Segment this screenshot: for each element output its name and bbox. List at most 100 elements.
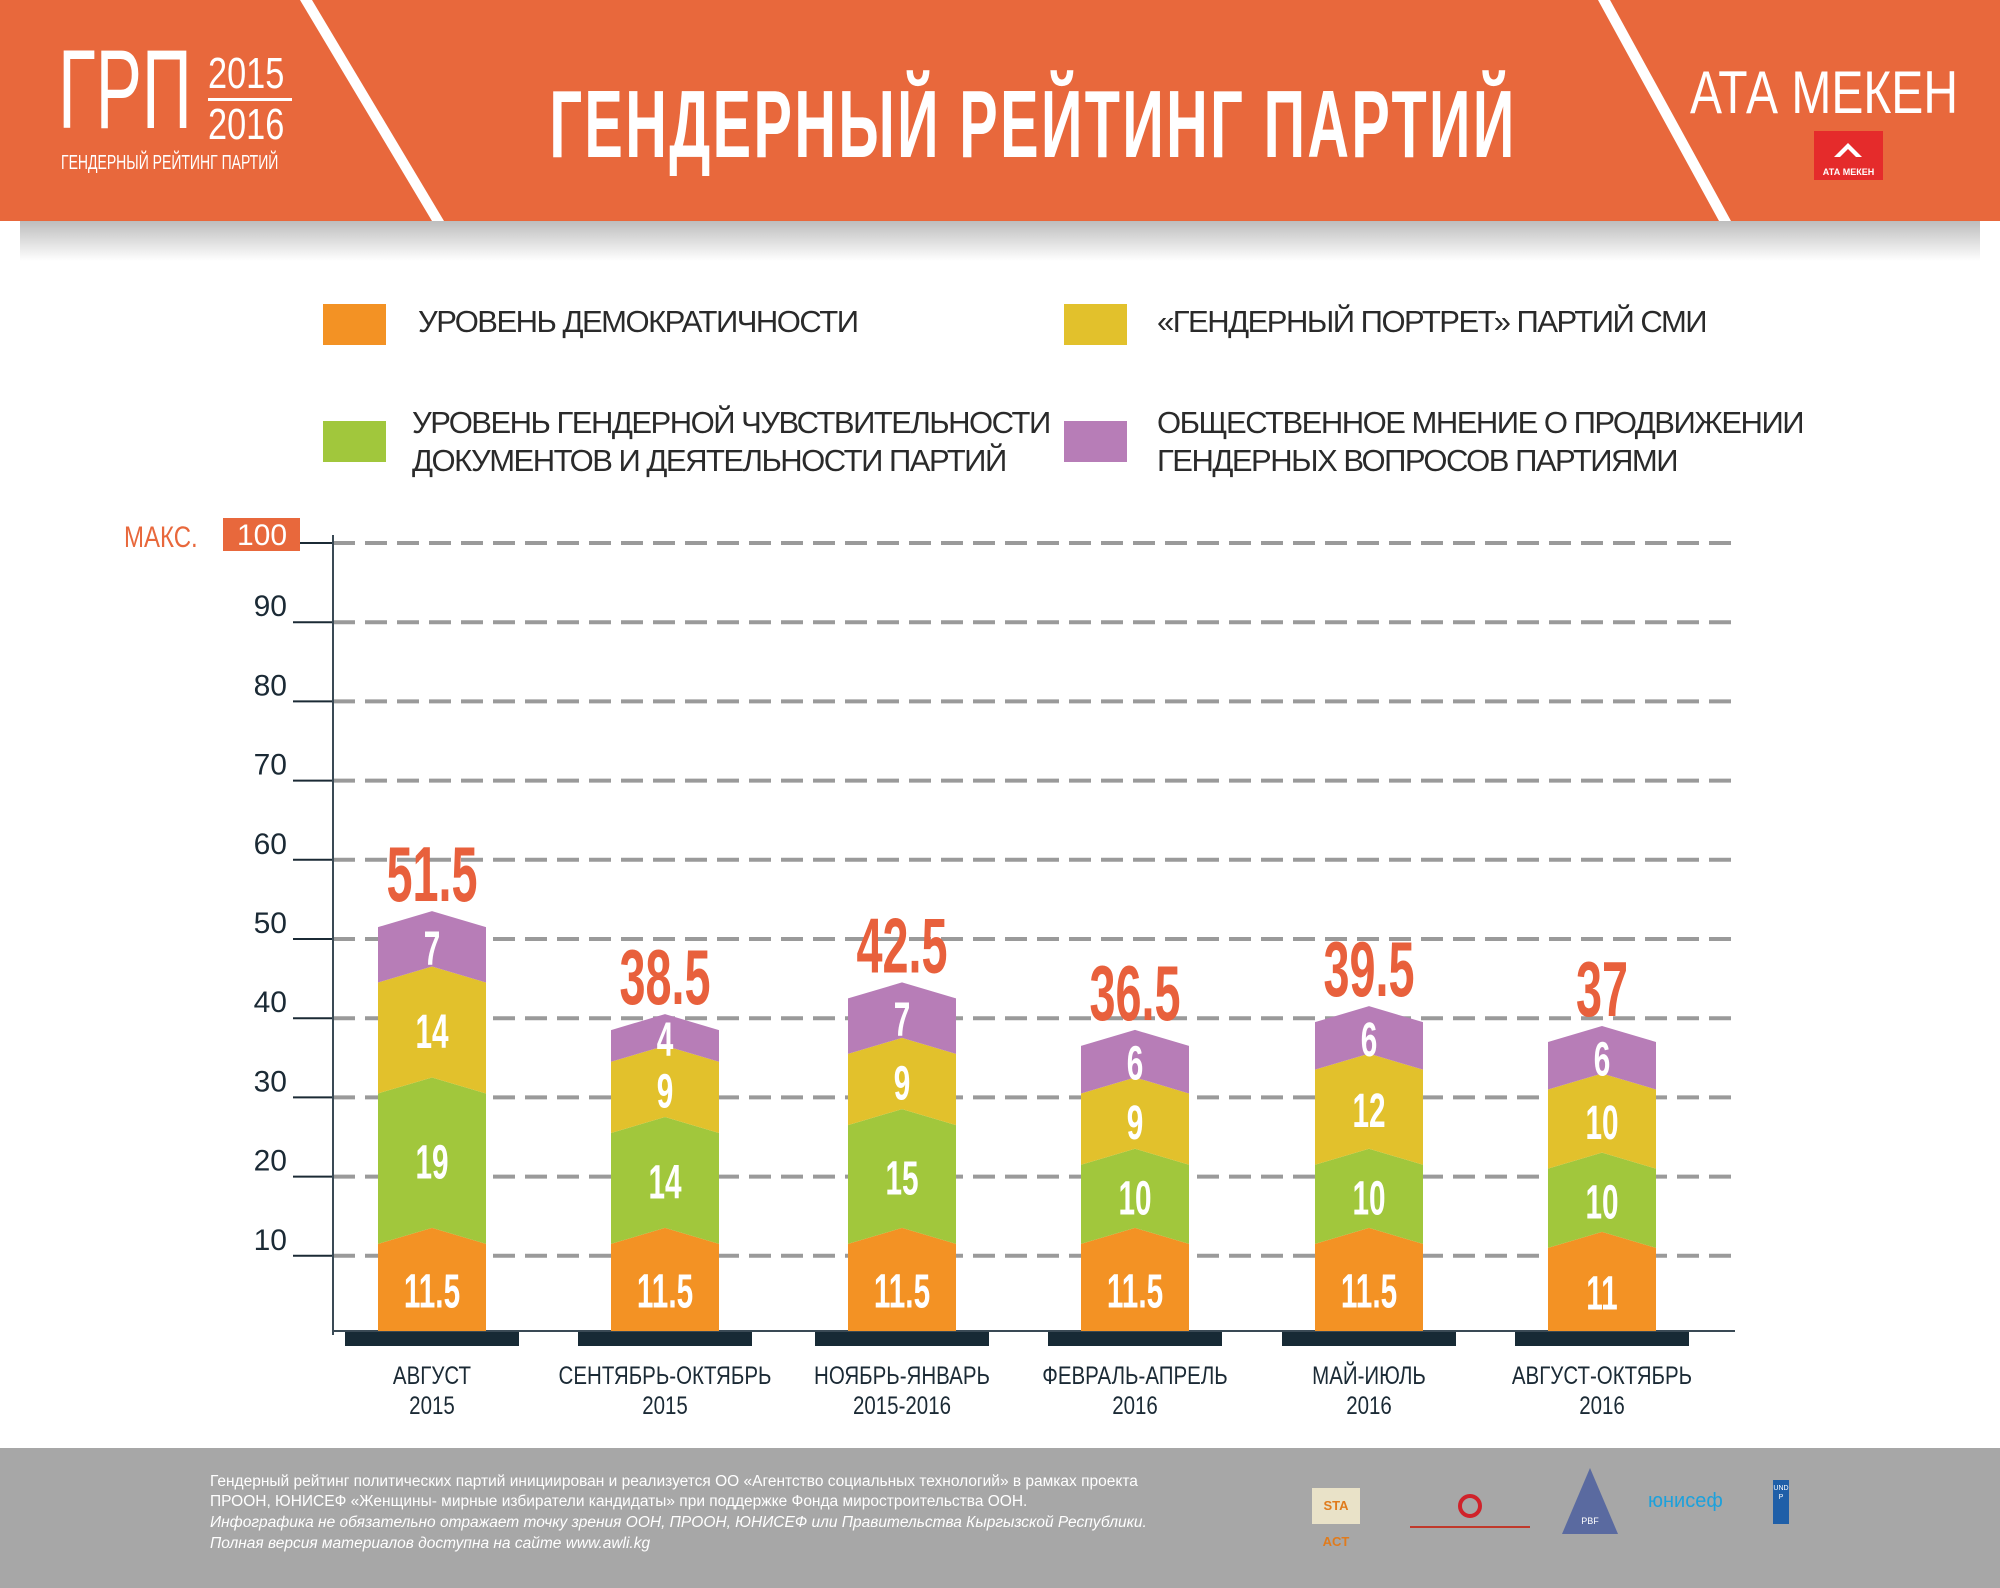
x-tick-label-year: 2015 bbox=[409, 1391, 455, 1419]
bar-segment bbox=[1081, 1148, 1189, 1244]
mountain-icon bbox=[1834, 143, 1862, 157]
legend-label-sensitivity: УРОВЕНЬ ГЕНДЕРНОЙ ЧУВСТВИТЕЛЬНОСТИ ДОКУМ… bbox=[412, 405, 1051, 478]
bar-segment bbox=[1081, 1227, 1189, 1331]
awli-logo bbox=[1410, 1494, 1530, 1528]
legend-swatch-media bbox=[1064, 304, 1127, 345]
stacked-bar-chart: 102030405060708090100МАКС.11.51914751.5А… bbox=[124, 518, 1735, 1419]
bar-segment bbox=[611, 1227, 719, 1331]
segment-label: 10 bbox=[1352, 1172, 1385, 1225]
y-tick-label: 80 bbox=[254, 669, 287, 702]
total-label: 51.5 bbox=[386, 831, 477, 918]
logo-abbreviation: ГРП bbox=[58, 27, 192, 152]
bar-segment bbox=[848, 1109, 956, 1244]
bar-base bbox=[1282, 1332, 1456, 1346]
legend-label-democracy: УРОВЕНЬ ДЕМОКРАТИЧНОСТИ bbox=[418, 304, 859, 339]
logo-subtitle: ГЕНДЕРНЫЙ РЕЙТИНГ ПАРТИЙ bbox=[61, 152, 279, 174]
bar-segment bbox=[611, 1014, 719, 1062]
bar-segment bbox=[1548, 1025, 1656, 1090]
bar-segment bbox=[378, 966, 486, 1094]
bar-segment bbox=[1548, 1231, 1656, 1331]
bar-segment bbox=[848, 982, 956, 1054]
segment-label: 11 bbox=[1586, 1267, 1617, 1320]
y-tick-label: 40 bbox=[254, 986, 287, 1019]
bar-segment bbox=[1315, 1053, 1423, 1165]
segment-label: 9 bbox=[1127, 1097, 1144, 1150]
bar-segment bbox=[378, 1077, 486, 1244]
x-tick-label: НОЯБРЬ-ЯНВАРЬ bbox=[814, 1361, 990, 1389]
segment-label: 14 bbox=[648, 1156, 681, 1209]
segment-label: 11.5 bbox=[1107, 1265, 1163, 1318]
bar-base bbox=[1515, 1332, 1689, 1346]
bar-segment bbox=[1548, 1073, 1656, 1169]
bar-base bbox=[1048, 1332, 1222, 1346]
segment-label: 7 bbox=[894, 994, 911, 1047]
bar-segment bbox=[1315, 1227, 1423, 1331]
bar-segment bbox=[848, 1227, 956, 1331]
legend-swatch-opinion bbox=[1064, 421, 1127, 462]
segment-label: 4 bbox=[657, 1014, 674, 1067]
y-tick-label: 60 bbox=[254, 828, 287, 861]
footer-text-line1: Гендерный рейтинг политических партий ин… bbox=[210, 1473, 1138, 1490]
header-banner: ГРП 2015 2016 ГЕНДЕРНЫЙ РЕЙТИНГ ПАРТИЙ Г… bbox=[0, 0, 2000, 221]
total-label: 37 bbox=[1576, 946, 1628, 1033]
footer-website: Полная версия материалов доступна на сай… bbox=[210, 1535, 651, 1552]
party-name: АТА МЕКЕН bbox=[1690, 59, 1958, 126]
bar-base bbox=[345, 1332, 519, 1346]
y-tick-label: 90 bbox=[254, 590, 287, 623]
x-tick-label: СЕНТЯБРЬ-ОКТЯБРЬ bbox=[559, 1361, 772, 1389]
x-tick-label-year: 2015-2016 bbox=[853, 1391, 951, 1419]
y-tick-label: 100 bbox=[237, 519, 287, 552]
y-tick-label: 30 bbox=[254, 1065, 287, 1098]
total-label: 36.5 bbox=[1089, 950, 1180, 1037]
bar-segment bbox=[1315, 1148, 1423, 1244]
y-tick-label: 50 bbox=[254, 907, 287, 940]
legend-swatch-sensitivity bbox=[323, 421, 386, 462]
bar-segment bbox=[611, 1117, 719, 1244]
segment-label: 9 bbox=[657, 1065, 674, 1118]
segment-label: 9 bbox=[894, 1057, 911, 1110]
x-tick-label: АВГУСТ bbox=[393, 1361, 471, 1389]
bar-base bbox=[815, 1332, 989, 1346]
segment-label: 15 bbox=[885, 1152, 918, 1205]
logo-year-bottom: 2016 bbox=[208, 100, 285, 149]
header-shadow bbox=[20, 221, 1980, 261]
x-tick-label-year: 2016 bbox=[1346, 1391, 1392, 1419]
legend-swatch-democracy bbox=[323, 304, 386, 345]
svg-text:PBF: PBF bbox=[1581, 1516, 1599, 1526]
footer-disclaimer: Инфографика не обязательно отражает точк… bbox=[210, 1514, 1147, 1531]
max-label: МАКС. bbox=[124, 519, 198, 553]
y-tick-label: 10 bbox=[254, 1224, 287, 1257]
x-tick-label: АВГУСТ-ОКТЯБРЬ bbox=[1512, 1361, 1692, 1389]
header-stripes bbox=[300, 0, 1731, 221]
y-tick-label: 20 bbox=[254, 1145, 287, 1178]
party-logo: АТА МЕКЕН bbox=[1814, 131, 1883, 180]
bar-segment bbox=[848, 1037, 956, 1126]
x-tick-label: ФЕВРАЛЬ-АПРЕЛЬ bbox=[1042, 1361, 1228, 1389]
sta-logo: STA ACT bbox=[1312, 1488, 1360, 1549]
bar-segment bbox=[378, 911, 486, 983]
x-tick-label-year: 2015 bbox=[642, 1391, 688, 1419]
unicef-logo: юнисеф bbox=[1648, 1490, 1723, 1512]
legend-label-media: «ГЕНДЕРНЫЙ ПОРТРЕТ» ПАРТИЙ СМИ bbox=[1157, 304, 1708, 339]
undp-logo: UNDP bbox=[1773, 1480, 1789, 1524]
segment-label: 11.5 bbox=[404, 1265, 460, 1318]
segment-label: 6 bbox=[1127, 1038, 1144, 1091]
pbf-logo: PBF bbox=[1562, 1468, 1618, 1534]
total-label: 42.5 bbox=[856, 902, 947, 989]
footer: Гендерный рейтинг политических партий ин… bbox=[0, 1448, 2000, 1588]
segment-label: 10 bbox=[1118, 1172, 1151, 1225]
segment-label: 11.5 bbox=[874, 1265, 930, 1318]
y-tick-label: 70 bbox=[254, 749, 287, 782]
max-value-box bbox=[223, 518, 300, 551]
legend-label-opinion: ОБЩЕСТВЕННОЕ МНЕНИЕ О ПРОДВИЖЕНИИ ГЕНДЕР… bbox=[1157, 405, 1805, 478]
logo-year-top: 2015 bbox=[208, 49, 285, 98]
segment-label: 11.5 bbox=[1341, 1265, 1397, 1318]
x-tick-label-year: 2016 bbox=[1579, 1391, 1625, 1419]
segment-label: 7 bbox=[424, 923, 441, 976]
segment-label: 19 bbox=[415, 1137, 448, 1190]
segment-label: 6 bbox=[1594, 1034, 1611, 1087]
footer-text-line2: ПРООН, ЮНИСЕФ «Женщины- мирные избирател… bbox=[210, 1493, 1028, 1510]
segment-label: 10 bbox=[1585, 1097, 1618, 1150]
bar-segment bbox=[1081, 1029, 1189, 1094]
x-tick-label-year: 2016 bbox=[1112, 1391, 1158, 1419]
